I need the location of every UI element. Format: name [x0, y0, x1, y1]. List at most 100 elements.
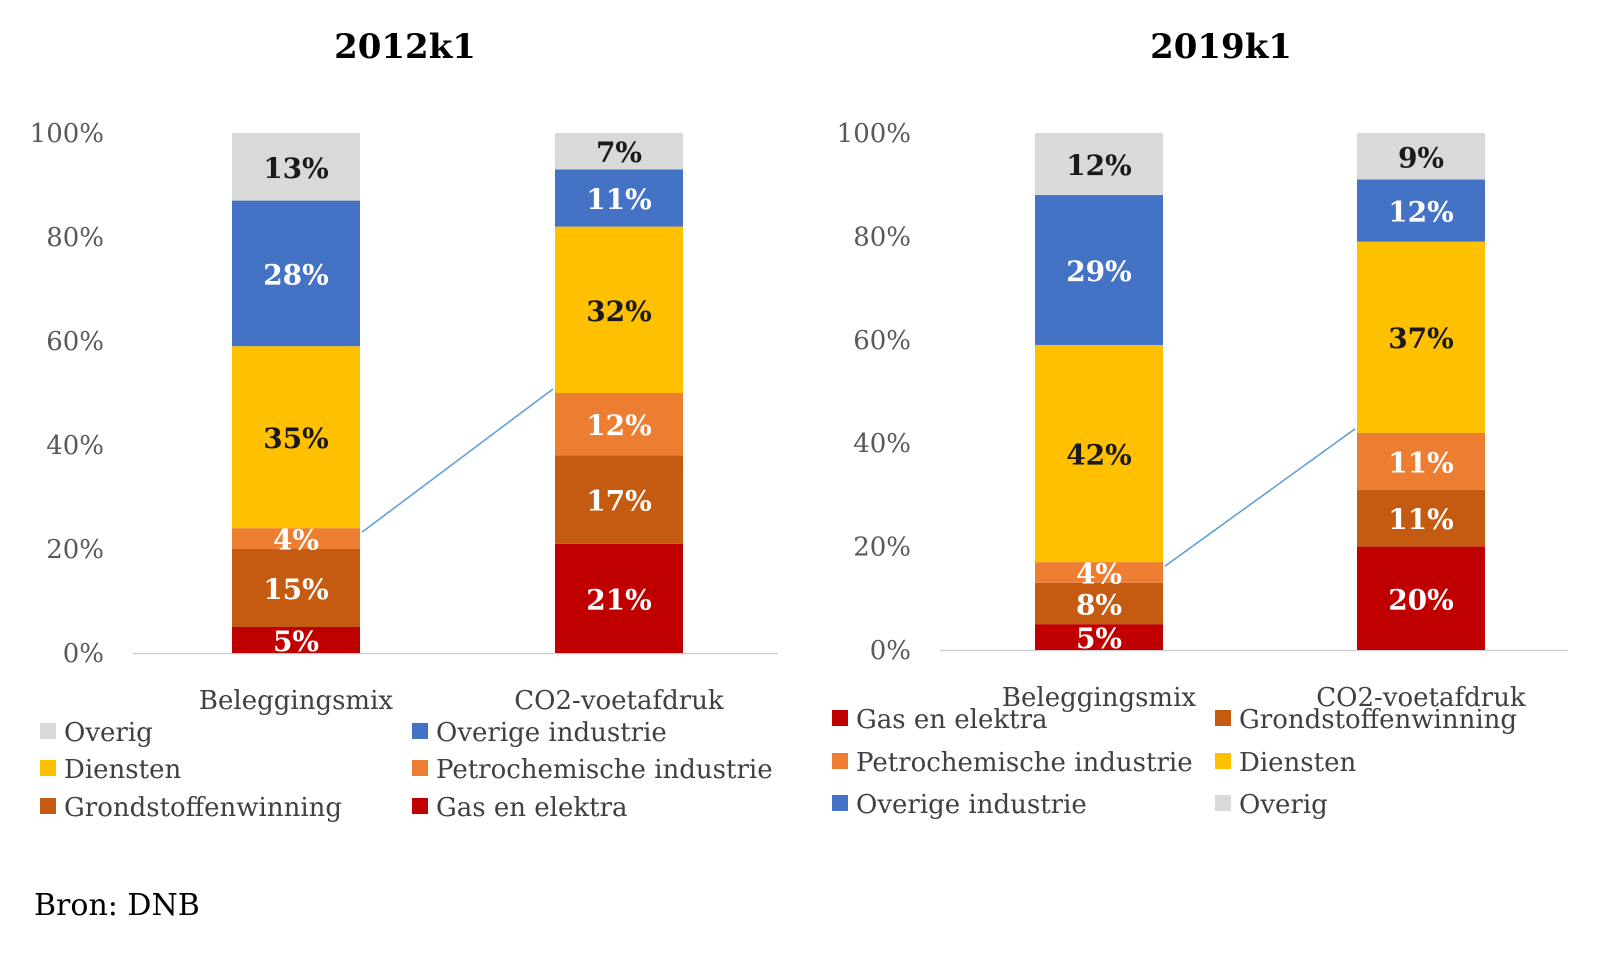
- bar-segment-overige-industrie: [555, 169, 683, 227]
- data-label: 9%: [1398, 141, 1444, 174]
- data-label: 28%: [263, 258, 329, 291]
- legend-item-gas-en-elektra: Gas en elektra: [412, 793, 628, 823]
- data-label: 13%: [263, 152, 329, 185]
- bar-segment-diensten: [1035, 344, 1163, 563]
- bar-segment-grondstoffenwinning: [232, 549, 360, 627]
- legend-item-overige-industrie: Overige industrie: [412, 718, 667, 748]
- data-label: 17%: [586, 485, 652, 518]
- legend-swatch: [40, 760, 56, 776]
- legend-label: Overige industrie: [436, 718, 667, 748]
- y-tick-label: 60%: [46, 327, 104, 357]
- bar-segment-gas-en-elektra: [555, 543, 683, 653]
- chart-title: 2012k1: [334, 27, 476, 67]
- bar-segment-petrochemische-industrie: [555, 393, 683, 456]
- legend-label: Diensten: [64, 755, 181, 785]
- data-label: 4%: [273, 524, 319, 557]
- legend-item-diensten: Diensten: [40, 755, 181, 785]
- legend-swatch: [40, 798, 56, 814]
- y-tick-label: 80%: [853, 222, 911, 252]
- data-label: 32%: [586, 295, 652, 328]
- legend-swatch: [40, 723, 56, 739]
- legend-swatch: [1215, 710, 1231, 726]
- bar-segment-overige-industrie: [232, 200, 360, 347]
- legend-swatch: [832, 795, 848, 811]
- chart-title: 2019k1: [1150, 27, 1292, 67]
- legend-item-grondstoffenwinning: Grondstoffenwinning: [40, 793, 342, 823]
- bar-segment-overig: [232, 133, 360, 201]
- legend-item-petrochemische-industrie: Petrochemische industrie: [832, 748, 1193, 778]
- y-tick-label: 40%: [46, 431, 104, 461]
- bar-segment-petrochemische-industrie: [1357, 432, 1485, 490]
- legend-item-overig: Overig: [40, 718, 153, 748]
- category-label: Beleggingsmix: [199, 686, 393, 716]
- y-tick-label: 20%: [46, 535, 104, 565]
- bar-segment-petrochemische-industrie: [1035, 562, 1163, 583]
- data-label: 20%: [1388, 583, 1454, 616]
- data-label: 8%: [1076, 588, 1122, 621]
- bar-segment-diensten: [555, 226, 683, 393]
- legend-swatch: [1215, 753, 1231, 769]
- bar-segment-grondstoffenwinning: [555, 455, 683, 544]
- y-tick-label: 0%: [870, 636, 911, 666]
- legend-item-diensten: Diensten: [1215, 748, 1356, 778]
- data-label: 12%: [586, 409, 652, 442]
- category-label: CO2-voetafdruk: [514, 686, 724, 716]
- data-label: 29%: [1066, 255, 1132, 288]
- legend-label: Gas en elektra: [436, 793, 628, 823]
- data-label: 37%: [1388, 322, 1454, 355]
- data-label: 5%: [273, 625, 319, 658]
- data-label: 35%: [263, 422, 329, 455]
- bar-segment-diensten: [1357, 241, 1485, 433]
- legend-label: Diensten: [1239, 748, 1356, 778]
- legend-item-gas-en-elektra: Gas en elektra: [832, 705, 1048, 735]
- legend-label: Grondstoffenwinning: [1239, 705, 1517, 735]
- legend-item-overig: Overig: [1215, 790, 1328, 820]
- y-tick-label: 40%: [853, 429, 911, 459]
- bar-segment-grondstoffenwinning: [1035, 582, 1163, 625]
- bar-segment-overig: [1357, 133, 1485, 180]
- y-tick-label: 20%: [853, 533, 911, 563]
- data-label: 11%: [1388, 503, 1454, 536]
- bar-segment-diensten: [232, 346, 360, 529]
- data-label: 7%: [596, 136, 642, 169]
- bar-segment-gas-en-elektra: [1357, 546, 1485, 650]
- legend-label: Petrochemische industrie: [436, 755, 773, 785]
- legend-item-overige-industrie: Overige industrie: [832, 790, 1087, 820]
- connector-line: [361, 388, 554, 533]
- data-label: 15%: [263, 573, 329, 606]
- data-label: 12%: [1388, 196, 1454, 229]
- legend-label: Overig: [64, 718, 153, 748]
- category-label: Beleggingsmix: [1002, 683, 1196, 713]
- legend-label: Gas en elektra: [856, 705, 1048, 735]
- legend-swatch: [1215, 795, 1231, 811]
- y-tick-label: 80%: [46, 223, 104, 253]
- y-tick-label: 100%: [30, 119, 104, 149]
- bar-segment-petrochemische-industrie: [232, 528, 360, 549]
- legend-swatch: [412, 760, 428, 776]
- bar-segment-gas-en-elektra: [1035, 624, 1163, 650]
- data-label: 11%: [586, 183, 652, 216]
- legend-label: Petrochemische industrie: [856, 748, 1193, 778]
- source-note: Bron: DNB: [34, 888, 200, 923]
- chart-2019k1: 2019k1 0% 20% 40% 60% 80% 100% 5%8%4% 42% 29% 12% B…: [832, 27, 1568, 820]
- legend-swatch: [412, 798, 428, 814]
- bar-segment-grondstoffenwinning: [1357, 489, 1485, 547]
- connector-line: [1164, 428, 1356, 567]
- data-label: 21%: [586, 583, 652, 616]
- chart-2012k1: 2012k1 0% 20% 40% 60% 80% 100% 5% 15% 4% 35% 28% 13%…: [30, 27, 778, 823]
- legend-label: Overige industrie: [856, 790, 1087, 820]
- data-label: 5%: [1076, 622, 1122, 655]
- bar-segment-gas-en-elektra: [232, 627, 360, 653]
- y-tick-label: 60%: [853, 326, 911, 356]
- bar-segment-overige-industrie: [1035, 195, 1163, 345]
- bar-segment-overige-industrie: [1357, 179, 1485, 242]
- legend-swatch: [832, 710, 848, 726]
- legend-item-grondstoffenwinning: Grondstoffenwinning: [1215, 705, 1517, 735]
- legend-swatch: [832, 753, 848, 769]
- bar-segment-overig: [1035, 133, 1163, 196]
- legend-item-petrochemische-industrie: Petrochemische industrie: [412, 755, 773, 785]
- data-label: 4%: [1076, 557, 1122, 590]
- y-tick-label: 100%: [837, 119, 911, 149]
- legend-swatch: [412, 723, 428, 739]
